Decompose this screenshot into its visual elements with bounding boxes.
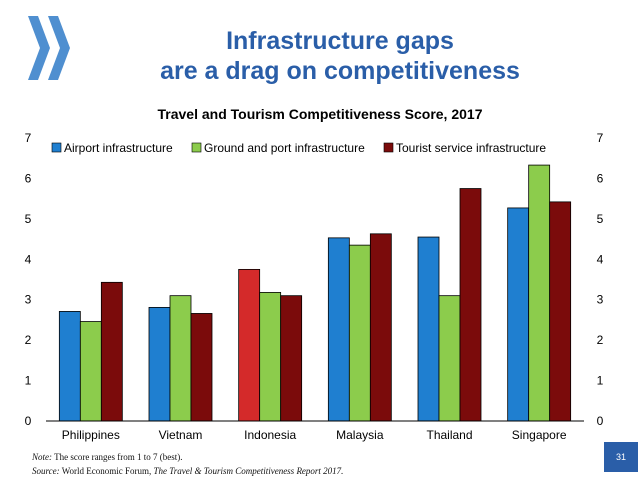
bar-vietnam-series-3 — [190, 313, 213, 422]
bar-indonesia-series-1 — [238, 268, 261, 422]
chart-title: Travel and Tourism Competitiveness Score… — [158, 106, 483, 122]
y-tick-label-right: 2 — [597, 333, 604, 347]
note-text: The score ranges from 1 to 7 (best). — [52, 452, 183, 462]
bar-vietnam-series-2 — [169, 295, 192, 422]
y-tick-label-right: 3 — [597, 293, 604, 307]
legend-label: Tourist service infrastructure — [396, 141, 546, 155]
source-label: Source: — [32, 466, 60, 476]
legend-label: Ground and port infrastructure — [204, 141, 365, 155]
x-tick-label: Singapore — [512, 428, 567, 442]
bar-chart: Travel and Tourism Competitiveness Score… — [25, 106, 604, 442]
legend-swatch — [51, 142, 62, 153]
x-tick-label: Thailand — [426, 428, 472, 442]
oecd-logo-icon — [28, 16, 70, 80]
bar-thailand-series-2 — [438, 295, 461, 422]
source-report: The Travel & Tourism Competitiveness Rep… — [153, 466, 344, 476]
y-tick-label-left: 2 — [25, 333, 32, 347]
slide-title-line2: are a drag on competitiveness — [160, 57, 520, 85]
bar-philippines-series-1 — [58, 311, 81, 422]
x-tick-label: Indonesia — [244, 428, 296, 442]
y-tick-label-right: 7 — [597, 131, 604, 145]
x-tick-label: Vietnam — [159, 428, 203, 442]
y-tick-label-right: 4 — [597, 252, 604, 266]
bar-indonesia-series-2 — [259, 292, 282, 422]
bar-philippines-series-2 — [79, 321, 102, 422]
y-tick-label-right: 5 — [597, 212, 604, 226]
page-number-badge: 31 — [604, 442, 638, 472]
legend-label: Airport infrastructure — [64, 141, 173, 155]
x-tick-label: Philippines — [62, 428, 120, 442]
chart-source: Source: World Economic Forum, The Travel… — [32, 466, 343, 476]
bar-malaysia-series-1 — [327, 237, 350, 422]
legend-swatch — [191, 142, 202, 153]
bar-thailand-series-1 — [417, 236, 440, 422]
y-tick-label-left: 7 — [25, 131, 32, 145]
bar-thailand-series-3 — [459, 188, 482, 422]
source-text: World Economic Forum, — [59, 466, 154, 476]
bar-singapore-series-2 — [528, 164, 551, 422]
bar-indonesia-series-3 — [280, 295, 303, 422]
bar-singapore-series-3 — [549, 201, 572, 422]
bar-philippines-series-3 — [100, 281, 123, 422]
chart-note: Note: The score ranges from 1 to 7 (best… — [32, 452, 183, 462]
y-tick-label-right: 0 — [597, 414, 604, 428]
y-tick-label-left: 5 — [25, 212, 32, 226]
y-tick-label-left: 3 — [25, 293, 32, 307]
y-tick-label-left: 6 — [25, 171, 32, 185]
bar-vietnam-series-1 — [148, 306, 171, 422]
y-tick-label-right: 1 — [597, 374, 604, 388]
bar-malaysia-series-2 — [348, 244, 371, 422]
note-label: Note: — [32, 452, 52, 462]
y-tick-label-left: 1 — [25, 374, 32, 388]
slide-title-line1: Infrastructure gaps — [226, 27, 454, 55]
y-tick-label-left: 0 — [25, 414, 32, 428]
bar-singapore-series-1 — [507, 207, 530, 422]
legend-swatch — [383, 142, 394, 153]
x-tick-label: Malaysia — [336, 428, 384, 442]
y-tick-label-left: 4 — [25, 252, 32, 266]
y-tick-label-right: 6 — [597, 171, 604, 185]
bar-malaysia-series-3 — [369, 233, 392, 422]
